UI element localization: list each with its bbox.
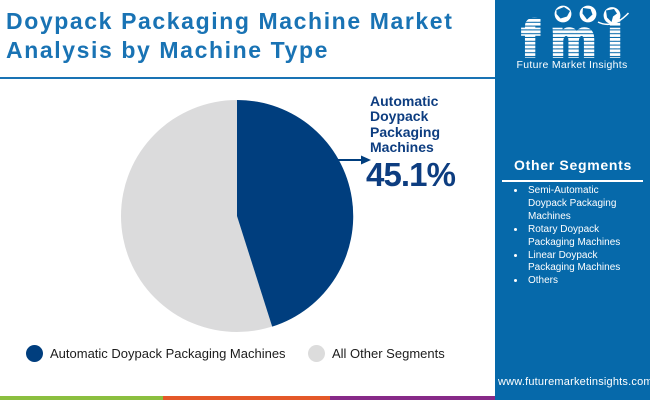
svg-text:Future Market Insights: Future Market Insights xyxy=(517,59,628,71)
